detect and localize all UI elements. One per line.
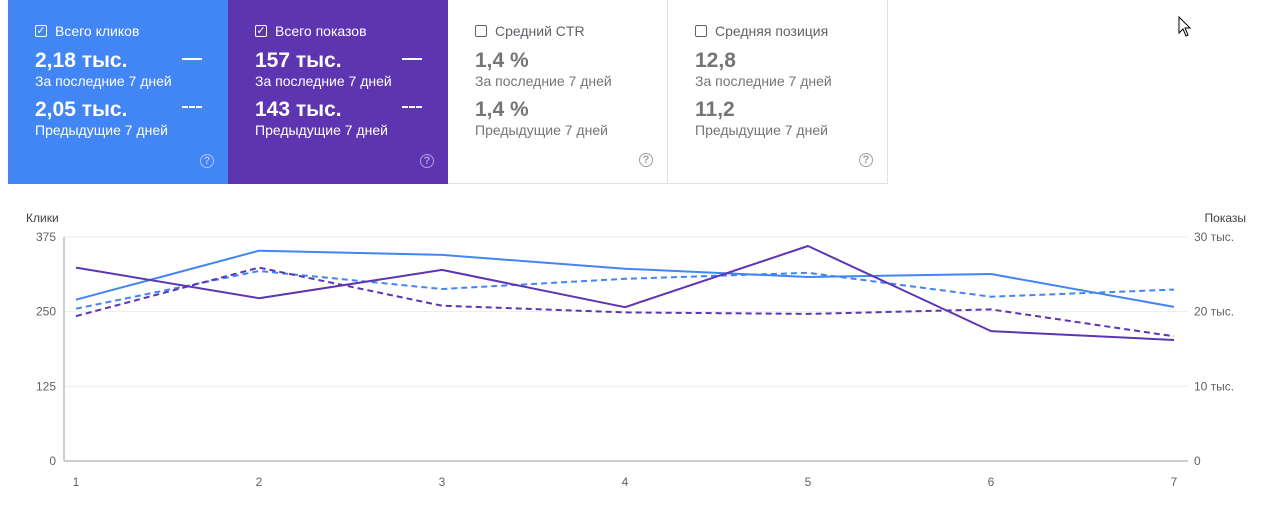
card-total-impressions[interactable]: ✓ Всего показов 157 тыс. За последние 7 … [228, 0, 448, 184]
current-value: 2,18 тыс. [35, 49, 128, 72]
previous-value: 11,2 [695, 98, 735, 121]
current-period: За последние 7 дней [475, 73, 612, 89]
card-average-position[interactable]: Средняя позиция 12,8 За последние 7 дней… [668, 0, 888, 184]
card-header: ✓ Всего показов [255, 22, 448, 40]
y-right-tick-label: 10 тыс. [1194, 379, 1234, 393]
current-period: За последние 7 дней [695, 73, 832, 89]
y-left-tick-label: 0 [49, 454, 56, 468]
card-average-ctr[interactable]: Средний CTR 1,4 % За последние 7 дней 1,… [448, 0, 668, 184]
card-label: Средняя позиция [715, 23, 829, 39]
y-left-tick-label: 375 [36, 230, 56, 244]
series-line-2 [75, 270, 1175, 310]
previous-period: Предыдущие 7 дней [255, 122, 388, 138]
mouse-cursor-icon [1178, 16, 1192, 37]
card-header: Средняя позиция [695, 22, 887, 40]
series-line-1 [75, 249, 1175, 308]
series-lines [75, 245, 1175, 341]
previous-period: Предыдущие 7 дней [35, 122, 168, 138]
card-label: Всего показов [275, 23, 367, 39]
help-icon[interactable]: ? [639, 153, 653, 167]
checkbox-checked-icon[interactable]: ✓ [255, 24, 267, 37]
current-period: За последние 7 дней [255, 73, 392, 89]
card-header: ✓ Всего кликов [35, 22, 228, 40]
x-tick-label: 7 [1171, 475, 1178, 489]
current-value: 1,4 % [475, 49, 529, 72]
series-line-4 [75, 266, 1175, 338]
card-label: Всего кликов [55, 23, 140, 39]
card-header: Средний CTR [475, 22, 667, 40]
dashed-line-legend-icon [182, 106, 202, 108]
metric-cards: ✓ Всего кликов 2,18 тыс. За последние 7 … [8, 0, 888, 184]
current-value: 157 тыс. [255, 49, 342, 72]
y-left-axis-title: Клики [26, 211, 59, 225]
y-right-tick-label: 0 [1194, 454, 1201, 468]
x-tick-label: 2 [256, 475, 263, 489]
axis-ticks: 0 0 125 10 тыс. 250 20 тыс. 375 30 тыс. 1 2 3 4 5 6 7 [36, 230, 1234, 489]
y-left-tick-label: 125 [36, 379, 56, 393]
card-total-clicks[interactable]: ✓ Всего кликов 2,18 тыс. За последние 7 … [8, 0, 228, 184]
series-line-3 [75, 245, 1175, 341]
card-label: Средний CTR [495, 23, 585, 39]
previous-value: 2,05 тыс. [35, 98, 128, 121]
previous-period: Предыдущие 7 дней [695, 122, 828, 138]
x-tick-label: 6 [988, 475, 995, 489]
previous-value: 1,4 % [475, 98, 529, 121]
x-tick-label: 4 [622, 475, 629, 489]
checkbox-unchecked-icon[interactable] [475, 25, 487, 37]
current-value: 12,8 [695, 49, 736, 72]
dashed-line-legend-icon [402, 106, 422, 108]
current-period: За последние 7 дней [35, 73, 172, 89]
gridlines [63, 236, 1188, 462]
x-tick-label: 5 [805, 475, 812, 489]
help-icon[interactable]: ? [200, 154, 214, 168]
x-tick-label: 1 [73, 475, 80, 489]
checkbox-checked-icon[interactable]: ✓ [35, 24, 47, 37]
previous-value: 143 тыс. [255, 98, 342, 121]
y-right-tick-label: 20 тыс. [1194, 305, 1234, 319]
solid-line-legend-icon [402, 58, 422, 60]
help-icon[interactable]: ? [420, 154, 434, 168]
help-icon[interactable]: ? [859, 153, 873, 167]
checkbox-unchecked-icon[interactable] [695, 25, 707, 37]
y-right-tick-label: 30 тыс. [1194, 230, 1234, 244]
y-right-axis-title: Показы [1205, 211, 1246, 225]
solid-line-legend-icon [182, 58, 202, 60]
y-left-tick-label: 250 [36, 305, 56, 319]
previous-period: Предыдущие 7 дней [475, 122, 608, 138]
x-tick-label: 3 [439, 475, 446, 489]
